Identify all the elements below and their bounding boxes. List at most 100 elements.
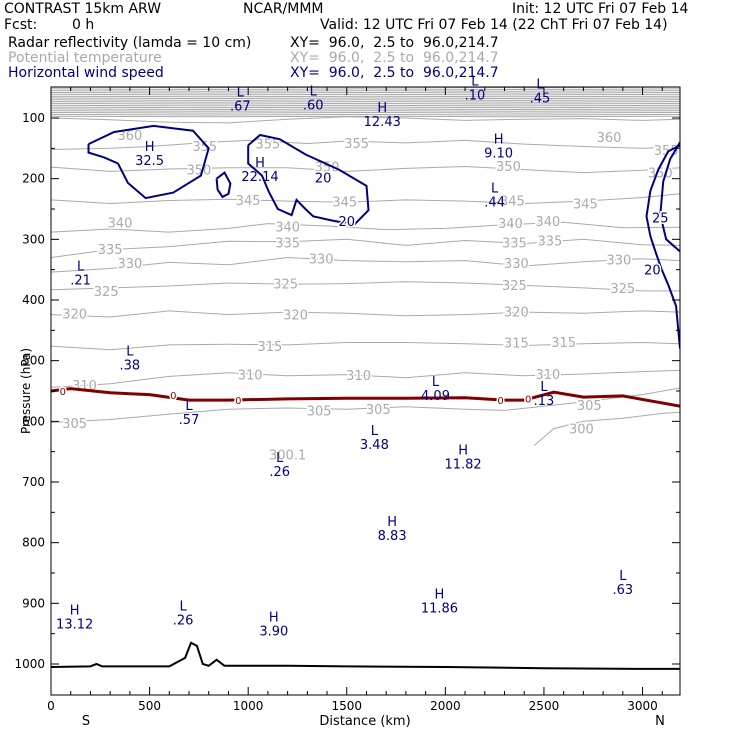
wind-label: 20 xyxy=(644,264,661,279)
theta-label: 355 xyxy=(344,137,369,152)
theta-label: 310 xyxy=(238,369,263,384)
theta-band-line xyxy=(51,95,680,98)
model-center: NCAR/MMM xyxy=(243,1,324,17)
theta-label: 335 xyxy=(275,236,300,251)
plot-frame xyxy=(50,86,681,696)
theta-label: 360 xyxy=(117,129,142,144)
theta-band-line xyxy=(51,97,680,100)
theta-label: 300.1 xyxy=(269,449,306,464)
low-marker: L xyxy=(310,84,318,99)
y-tick-label: 100 xyxy=(22,111,45,125)
terrain-path xyxy=(51,641,680,670)
field-xy-reflectivity: XY= 96.0, 2.5 to 96.0,214.7 xyxy=(290,35,499,51)
low-marker: L xyxy=(371,424,379,439)
extremum-value: .63 xyxy=(612,583,633,598)
field-xy-theta: XY= 96.0, 2.5 to 96.0,214.7 xyxy=(290,50,499,66)
theta-label: 305 xyxy=(62,417,87,432)
extremum-value: .60 xyxy=(303,98,324,113)
theta-contours xyxy=(51,116,680,446)
x-tick-label: 1000 xyxy=(233,699,264,713)
theta-label: 335 xyxy=(502,236,527,251)
reflectivity-label: 0 xyxy=(497,396,503,407)
theta-label: 325 xyxy=(273,278,298,293)
y-tick-label: 600 xyxy=(22,414,45,428)
y-tick-label: 300 xyxy=(22,232,45,246)
extremum-value: .44 xyxy=(484,195,505,210)
wind-contour-labels: 20 20 25 20 xyxy=(313,170,670,280)
wind-label: 25 xyxy=(652,211,669,226)
theta-label: 345 xyxy=(332,196,357,211)
theta-label: 325 xyxy=(502,279,527,294)
extremum-value: 11.82 xyxy=(444,458,481,473)
y-tick-label: 700 xyxy=(22,475,45,489)
wind-contour xyxy=(87,124,210,200)
field-xy-wind: XY= 96.0, 2.5 to 96.0,214.7 xyxy=(290,65,499,81)
reflectivity-label: 0 xyxy=(235,396,241,407)
theta-label: 350 xyxy=(648,167,673,182)
theta-label: 355 xyxy=(654,144,679,159)
theta-band-line xyxy=(51,108,680,111)
terrain-line xyxy=(51,641,680,670)
extremum-value: .67 xyxy=(230,100,251,115)
theta-label: 320 xyxy=(504,306,529,321)
y-tick-label: 800 xyxy=(22,536,45,550)
low-marker: L xyxy=(491,181,499,196)
x-axis-right-end: N xyxy=(655,714,665,729)
y-tick-label: 500 xyxy=(22,354,45,368)
high-marker: H xyxy=(387,515,397,530)
low-marker: L xyxy=(536,78,544,93)
theta-band-line xyxy=(51,111,680,114)
theta-label: 305 xyxy=(366,403,391,418)
theta-contour-340 xyxy=(51,221,680,233)
x-tick-label: 2000 xyxy=(430,699,461,713)
high-marker: H xyxy=(70,604,80,619)
reflectivity-contour-line xyxy=(51,387,680,408)
x-tick-label: 3000 xyxy=(627,699,658,713)
theta-contour-300 xyxy=(533,411,680,446)
theta-label: 345 xyxy=(500,195,525,210)
high-marker: H xyxy=(494,132,504,147)
theta-label: 355 xyxy=(255,137,280,152)
x-tick-label: 0 xyxy=(47,699,55,713)
theta-label: 325 xyxy=(610,282,635,297)
high-marker: H xyxy=(435,587,445,602)
extremum-value: 12.43 xyxy=(364,115,401,130)
theta-label: 335 xyxy=(537,235,562,250)
theta-label: 340 xyxy=(108,216,133,231)
theta-label: 335 xyxy=(98,243,123,258)
low-marker: L xyxy=(471,75,479,90)
theta-label: 345 xyxy=(236,194,261,209)
high-marker: H xyxy=(458,444,468,459)
theta-contour-360 xyxy=(51,116,680,124)
extremum-value: 9.10 xyxy=(484,146,513,161)
field-name-wind: Horizontal wind speed xyxy=(8,65,164,81)
theta-label: 350 xyxy=(496,160,521,175)
chart-title: CONTRAST 15km ARW xyxy=(4,1,162,17)
wind-contours xyxy=(87,124,680,349)
reflectivity-label: 0 xyxy=(170,391,176,402)
low-marker: L xyxy=(540,380,548,395)
theta-contour-305 xyxy=(51,387,680,423)
theta-label: 350 xyxy=(315,161,340,176)
theta-band-line xyxy=(51,90,680,92)
theta-label: 325 xyxy=(94,285,119,300)
theta-band-line xyxy=(51,85,680,86)
theta-label: 340 xyxy=(535,215,560,230)
theta-contour-310 xyxy=(51,369,680,388)
upper-theta-band xyxy=(51,85,680,118)
theta-label: 330 xyxy=(309,253,334,268)
init-time: Init: 12 UTC Fri 07 Feb 14 xyxy=(512,1,689,17)
theta-label: 315 xyxy=(504,336,529,351)
extremum-value: 32.5 xyxy=(135,154,164,169)
theta-label: 340 xyxy=(275,221,300,236)
theta-label: 305 xyxy=(577,399,602,414)
x-axis-label: Distance (km) xyxy=(319,714,410,729)
theta-band-line xyxy=(51,102,680,105)
theta-label: 345 xyxy=(573,198,598,213)
theta-band-line xyxy=(51,104,680,107)
theta-label: 300 xyxy=(569,423,594,438)
extremum-value: .26 xyxy=(269,465,290,480)
reflectivity-label: 0 xyxy=(525,394,531,405)
forecast-label: Fcst: xyxy=(4,17,38,33)
